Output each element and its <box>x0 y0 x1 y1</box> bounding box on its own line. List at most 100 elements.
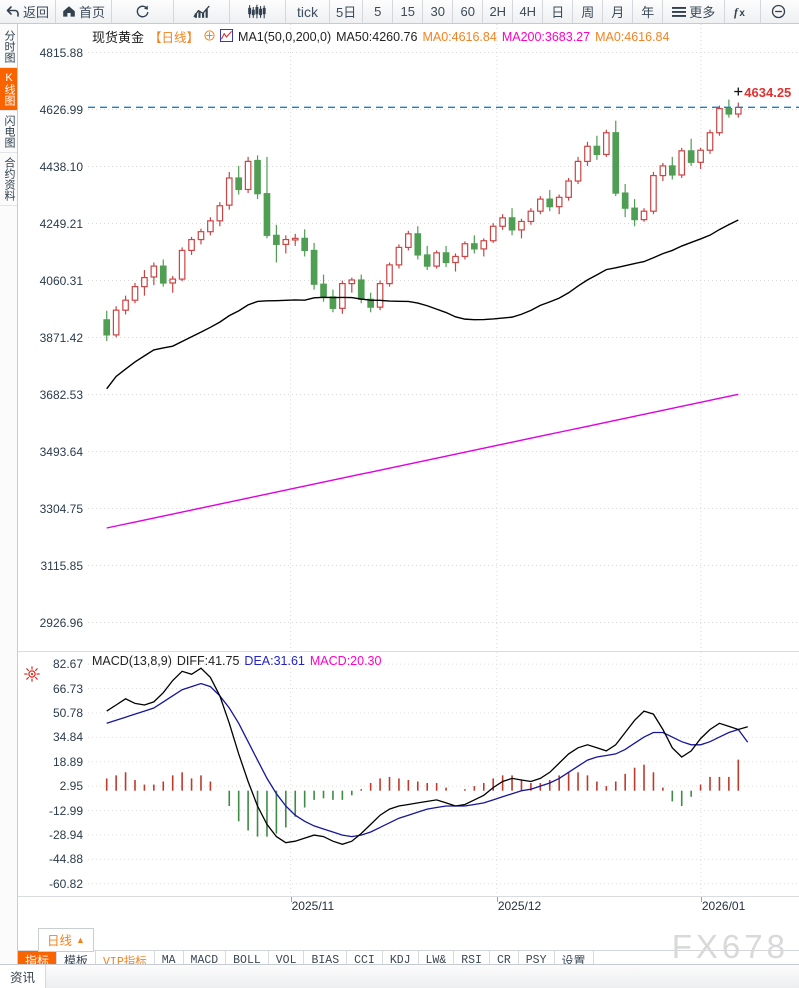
macd-axis: 82.67 66.73 50.78 34.84 18.89 2.95 -12.99 -28.9… <box>18 652 88 914</box>
macd-tick-label: -60.82 <box>48 876 83 891</box>
home-label: 首页 <box>79 5 106 20</box>
macd-panel[interactable]: 82.67 66.73 50.78 34.84 18.89 2.95 -12.99 -28.9… <box>18 652 799 914</box>
period-tab[interactable]: 日线 ▲ <box>38 928 94 952</box>
hamburger-icon <box>672 6 687 18</box>
timeframe-week[interactable]: 周 <box>573 0 604 23</box>
back-label: 返回 <box>23 5 50 20</box>
tick-button[interactable]: tick <box>286 0 331 23</box>
price-tick-label: 3115.85 <box>40 559 84 574</box>
settings-circle-icon[interactable] <box>204 29 215 44</box>
timeframe-day[interactable]: 日 <box>543 0 574 23</box>
price-axis: 4815.88 4626.99 4438.10 4249.21 4060.31 3871.… <box>18 24 88 651</box>
period-label: 【日线】 <box>149 31 200 45</box>
svg-text:f: f <box>734 6 739 19</box>
app-body: 分时图 K线图 闪电图 合约资料 4815.88 4626.99 4438.10 42… <box>0 24 799 988</box>
macd-tick-label: 34.84 <box>52 730 83 745</box>
timeframe-60[interactable]: 60 <box>453 0 484 23</box>
indicator-tab-cci[interactable]: CCI <box>347 951 383 970</box>
timeframe-30[interactable]: 30 <box>423 0 454 23</box>
bottom-bar: 资讯 <box>0 964 799 988</box>
refresh-button[interactable] <box>112 0 175 23</box>
candlestick-button[interactable] <box>230 0 287 23</box>
circle-minus-button[interactable] <box>761 0 796 23</box>
macd-diff: DIFF:41.75 <box>176 654 240 668</box>
back-arrow-icon <box>6 5 20 18</box>
circle-minus-icon <box>771 4 786 19</box>
chart-icon <box>192 4 211 19</box>
price-tick-label: 3304.75 <box>39 502 83 517</box>
macd-tick-label: 66.73 <box>52 681 83 696</box>
price-tick-label: 4060.31 <box>39 273 83 288</box>
ma0-value: MA0:4616.84 <box>422 29 497 44</box>
indicator-tab-boll[interactable]: BOLL <box>226 951 269 970</box>
line-chart-button[interactable] <box>174 0 231 23</box>
timeframe-year[interactable]: 年 <box>633 0 664 23</box>
price-tick-label: 3871.42 <box>39 330 83 345</box>
timeframe-4h[interactable]: 4H <box>513 0 544 23</box>
macd-title: MACD(13,8,9) <box>92 654 172 668</box>
sidebar-item-contract-info[interactable]: 合约资料 <box>0 153 17 206</box>
price-header: 现货黄金 【日线】 MA1(50,0,200,0) MA50:4260.76 M… <box>92 27 669 46</box>
more-label: 更多 <box>689 5 716 20</box>
macd-dea: DEA:31.61 <box>244 654 305 668</box>
sidebar-item-kline[interactable]: K线图 <box>0 68 17 111</box>
price-chart-svg <box>88 24 799 651</box>
top-toolbar: 返回 首页 <box>0 0 799 24</box>
sun-icon[interactable] <box>24 666 40 682</box>
indicator-tab-psy[interactable]: PSY <box>519 951 555 970</box>
period-tab-label: 日线 <box>47 934 73 948</box>
timeframe-5d[interactable]: 5日 <box>330 0 364 23</box>
indicator-tab-ma[interactable]: MA <box>155 951 184 970</box>
price-tick-label: 3493.64 <box>39 445 83 460</box>
formula-button[interactable]: f x <box>725 0 762 23</box>
fx-icon: f x <box>734 5 752 19</box>
timeframe-month[interactable]: 月 <box>603 0 634 23</box>
sidebar-item-lightning[interactable]: 闪电图 <box>0 111 17 153</box>
sidebar-item-timeshare[interactable]: 分时图 <box>0 26 17 68</box>
left-sidebar: 分时图 K线图 闪电图 合约资料 <box>0 24 18 988</box>
home-icon <box>62 5 76 18</box>
macd-plot-area[interactable] <box>88 652 799 896</box>
indicator-tab-rsi[interactable]: RSI <box>454 951 490 970</box>
indicator-tab-macd[interactable]: MACD <box>184 951 227 970</box>
price-tick-label: 4438.10 <box>39 159 83 174</box>
macd-tick-label: -28.94 <box>48 827 83 842</box>
indicator-tab-lw[interactable]: LW& <box>419 951 455 970</box>
date-tick-label: 2025/12 <box>497 899 542 913</box>
date-tick <box>496 897 498 902</box>
price-tick-label: 2926.96 <box>39 616 83 631</box>
ma-indicator-icon[interactable] <box>220 28 234 45</box>
chart-column: 4815.88 4626.99 4438.10 4249.21 4060.31 3871.… <box>18 24 799 988</box>
macd-tick-label: 18.89 <box>52 754 83 769</box>
svg-text:x: x <box>739 8 745 19</box>
indicator-tab-bias[interactable]: BIAS <box>304 951 348 970</box>
indicator-tab-vol[interactable]: VOL <box>269 951 305 970</box>
last-price-tag: 4634.25 <box>744 85 792 101</box>
macd-tick-label: -12.99 <box>48 803 83 818</box>
price-tick-label: 4815.88 <box>39 45 83 60</box>
price-panel[interactable]: 4815.88 4626.99 4438.10 4249.21 4060.31 3871.… <box>18 24 799 652</box>
timeframe-15[interactable]: 15 <box>393 0 424 23</box>
timeframe-2h[interactable]: 2H <box>483 0 514 23</box>
refresh-icon <box>135 4 150 19</box>
price-plot-area[interactable] <box>88 24 799 651</box>
back-button[interactable]: 返回 <box>0 0 57 23</box>
triangle-up-icon: ▲ <box>76 934 85 945</box>
candlestick-icon <box>247 4 268 19</box>
macd-tick-label: -44.88 <box>48 852 83 867</box>
date-tick <box>700 897 702 902</box>
macd-value: MACD:20.30 <box>309 654 382 668</box>
home-button[interactable]: 首页 <box>56 0 113 23</box>
macd-header: MACD(13,8,9) DIFF:41.75 DEA:31.61 MACD:2… <box>92 654 381 668</box>
ma-params: MA1(50,0,200,0) <box>238 29 332 44</box>
indicator-tab-cr[interactable]: CR <box>490 951 519 970</box>
symbol-name: 现货黄金 <box>92 30 145 45</box>
macd-chart-svg <box>88 652 799 896</box>
more-button[interactable]: 更多 <box>663 0 726 23</box>
macd-tick-label: 82.67 <box>52 657 83 672</box>
macd-tick-label: 50.78 <box>52 705 83 720</box>
timeframe-5[interactable]: 5 <box>363 0 394 23</box>
news-tab[interactable]: 资讯 <box>0 965 47 988</box>
indicator-tab-kdj[interactable]: KDJ <box>383 951 419 970</box>
date-tick-label: 2026/01 <box>701 899 746 913</box>
